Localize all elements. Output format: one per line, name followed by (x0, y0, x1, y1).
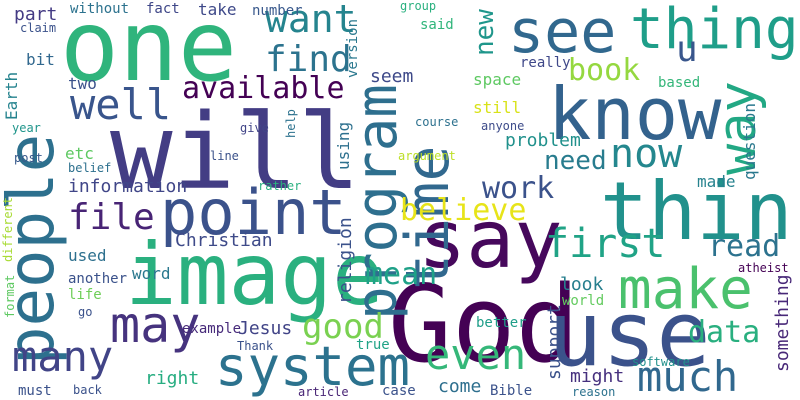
word-reason: reason (572, 385, 616, 399)
word-used: used (68, 246, 107, 265)
word-available: available (182, 71, 345, 106)
word-christian: Christian (175, 230, 273, 251)
word-much: much (637, 352, 739, 400)
word-world: world (562, 293, 605, 309)
word-find: find (265, 39, 352, 80)
word-religion: religion (335, 217, 356, 304)
word-data: data (688, 315, 761, 350)
word-without: without (70, 1, 130, 17)
word-see: see (508, 0, 617, 67)
word-claim: claim (20, 21, 57, 35)
word-work: work (482, 171, 555, 206)
word-etc: etc (65, 144, 94, 163)
word-really: really (520, 55, 571, 71)
word-may: may (110, 296, 201, 354)
word-help: help (284, 109, 298, 138)
word-good: good (302, 307, 384, 347)
word-life: life (68, 287, 102, 303)
word-say: say (418, 193, 563, 286)
word-read: read (708, 229, 781, 264)
word-software: software (632, 355, 690, 369)
word-format: format (3, 274, 17, 318)
word-using: using (334, 121, 353, 170)
word-image: image (125, 225, 384, 325)
word-give: give (240, 121, 269, 135)
word-know: know (548, 72, 722, 156)
word-will: will (110, 91, 361, 213)
word-bit: bit (26, 50, 55, 69)
word-something: something (772, 274, 793, 372)
word-many: many (12, 332, 114, 381)
word-point: point (160, 176, 347, 249)
word-year: year (12, 121, 41, 135)
word-part: part (14, 4, 58, 25)
word-anyone: anyone (481, 119, 525, 133)
word-jesus: Jesus (238, 318, 293, 339)
word-must: must (18, 383, 52, 399)
word-first: first (545, 221, 666, 267)
word-might: might (570, 366, 625, 387)
word-come: come (438, 376, 482, 397)
word-need: need (544, 146, 607, 176)
word-u: u (676, 29, 698, 70)
word-now: now (610, 131, 683, 177)
word-mean: mean (365, 257, 438, 292)
word-seem: seem (370, 66, 414, 87)
word-case: case (382, 383, 416, 399)
word-two: two (68, 74, 97, 93)
word-support: support (544, 304, 565, 380)
word-well: well (70, 80, 172, 129)
word-argument: argument (398, 149, 456, 163)
word-number: number (252, 3, 303, 19)
word-earth: Earth (2, 71, 21, 120)
word-fact: fact (146, 1, 180, 17)
word-believe: believe (400, 193, 527, 228)
word-rather: rather (258, 179, 302, 193)
word-space: space (473, 70, 522, 89)
word-information: information (68, 176, 188, 197)
word-thank: Thank (237, 339, 274, 353)
word-new: new (470, 9, 500, 56)
word-course: course (415, 115, 459, 129)
word-back: back (73, 383, 102, 397)
word-take: take (198, 0, 237, 19)
word-god: God (388, 263, 580, 386)
word-example: example (182, 321, 242, 337)
word-true: true (356, 337, 390, 353)
word-go: go (78, 305, 93, 319)
word-look: look (560, 274, 604, 295)
word-file: file (68, 197, 155, 238)
word-made: made (697, 172, 736, 191)
word-version: version (345, 18, 361, 78)
word-problem: problem (505, 130, 581, 151)
word-use: use (548, 282, 711, 387)
word-said: said (420, 17, 454, 33)
word-make: make (618, 257, 753, 322)
word-better: better (476, 315, 527, 331)
word-based: based (658, 75, 701, 91)
word-bible: Bible (490, 383, 533, 399)
word-question: question (740, 102, 759, 180)
word-want: want (265, 0, 357, 41)
word-post: post (14, 151, 43, 165)
word-system: system (215, 335, 411, 398)
word-different: different (1, 196, 15, 262)
word-even: even (425, 330, 527, 379)
word-another: another (68, 271, 128, 287)
word-line: line (210, 149, 239, 163)
word-book: book (568, 53, 641, 88)
word-right: right (145, 368, 200, 389)
word-still: still (473, 98, 522, 117)
word-word: word (132, 264, 171, 283)
word-belief: belief (68, 161, 112, 175)
word-article: article (298, 385, 349, 399)
word-thing: thing (630, 0, 799, 62)
word-one: one (60, 0, 238, 104)
word-group: group (400, 0, 437, 13)
word-atheist: atheist (738, 261, 789, 275)
